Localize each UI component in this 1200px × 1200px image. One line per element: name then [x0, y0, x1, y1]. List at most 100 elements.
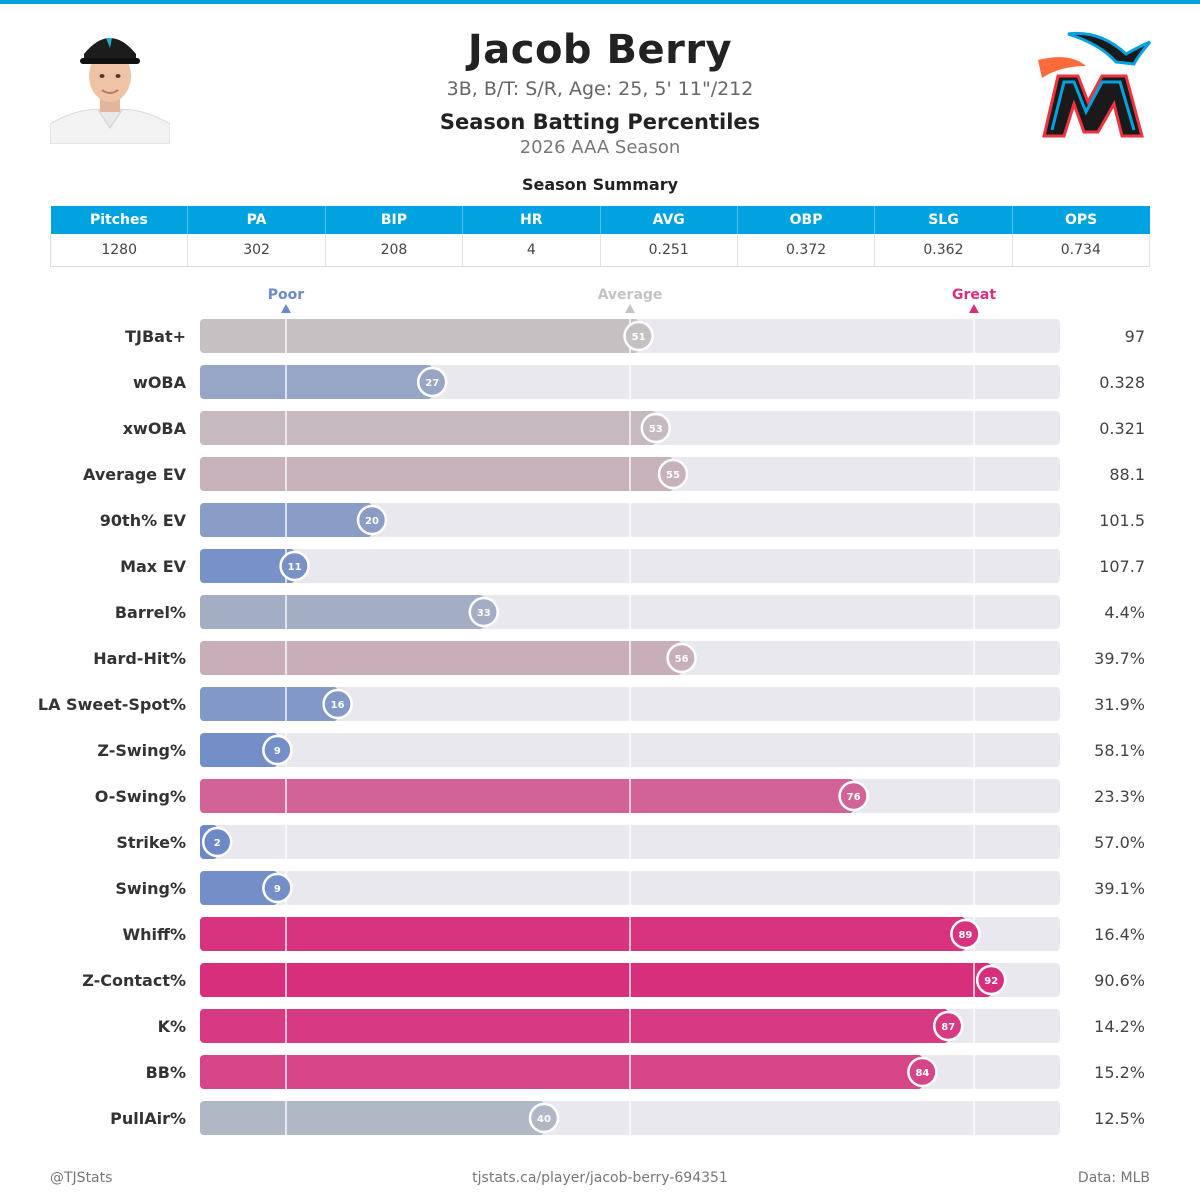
- percentile-bubble-90th-ev: [356, 504, 388, 536]
- report-subtitle: 2026 AAA Season: [519, 137, 681, 158]
- percentile-bubble-la-sweet-spot: [322, 688, 353, 720]
- percentile-text-barrel: 33: [477, 608, 491, 619]
- percentile-bubble-pullair: [528, 1102, 560, 1134]
- player-bio: 3B, B/T: S/R, Age: 25, 5' 11"/212: [446, 78, 754, 100]
- percentile-bubble-tjbat: [623, 320, 654, 352]
- metric-value-strike: 57.0%: [1094, 833, 1145, 852]
- percentile-chart: Poor Average Great 51 TJBat+ 97 27 wOBA 0.328 53 x…: [38, 287, 1145, 1135]
- summary-value-row: 1280 302 208 4 0.251 0.372 0.362 0.734: [49, 234, 1151, 267]
- metric-label-swing: Swing%: [115, 879, 186, 898]
- percentile-bubble-whiff: [950, 918, 981, 950]
- team-logo: [1030, 26, 1152, 142]
- percentile-text-strike: 2: [214, 838, 221, 849]
- metric-value-average-ev: 88.1: [1109, 465, 1145, 484]
- marker-label-great: Great: [952, 287, 996, 303]
- summary-header-cell: Pitches: [50, 206, 189, 234]
- percentile-bubble-hard-hit: [666, 642, 697, 674]
- summary-value-cell: 208: [325, 234, 464, 267]
- metric-label-la-sweet-spot: LA Sweet-Spot%: [38, 695, 186, 714]
- summary-header-cell: OBP: [737, 206, 876, 234]
- percentile-bubble-o-swing: [838, 780, 869, 812]
- metric-label-xwoba: xwOBA: [123, 419, 187, 438]
- metric-label-k: K%: [158, 1017, 186, 1036]
- bar-fill-pullair: [200, 1101, 544, 1135]
- metric-value-xwoba: 0.321: [1099, 419, 1145, 438]
- percentile-bubble-xwoba: [640, 412, 672, 444]
- metric-value-swing: 39.1%: [1094, 879, 1145, 898]
- metric-label-barrel: Barrel%: [115, 603, 186, 622]
- marker-triangle-average: [625, 304, 635, 313]
- marker-label-poor: Poor: [268, 287, 304, 303]
- summary-header-cell: PA: [187, 206, 326, 234]
- metric-value-woba: 0.328: [1099, 373, 1145, 392]
- bar-fill-whiff: [200, 917, 966, 951]
- metric-label-strike: Strike%: [116, 833, 186, 852]
- metric-label-woba: wOBA: [133, 373, 187, 392]
- footer: @TJStats tjstats.ca/player/jacob-berry-6…: [50, 1170, 1150, 1190]
- metric-value-z-contact: 90.6%: [1094, 971, 1145, 990]
- metric-value-bb: 15.2%: [1094, 1063, 1145, 1082]
- percentile-text-bb: 84: [915, 1068, 929, 1079]
- summary-value-cell: 4: [462, 234, 601, 267]
- percentile-text-z-contact: 92: [984, 976, 998, 987]
- bar-fill-swing: [200, 871, 278, 905]
- metric-label-pullair: PullAir%: [110, 1109, 186, 1128]
- bar-fill-hard-hit: [200, 641, 682, 675]
- percentile-text-o-swing: 76: [847, 792, 861, 803]
- player-name: Jacob Berry: [467, 27, 733, 73]
- bar-fill-k: [200, 1009, 949, 1043]
- footer-url: tjstats.ca/player/jacob-berry-694351: [472, 1170, 728, 1186]
- metric-label-max-ev: Max EV: [120, 557, 187, 576]
- player-headshot: [49, 24, 171, 145]
- bar-fill-z-swing: [200, 733, 278, 767]
- summary-value-cell: 0.362: [874, 234, 1013, 267]
- percentile-text-la-sweet-spot: 16: [331, 700, 345, 711]
- percentile-text-90th-ev: 20: [365, 516, 379, 527]
- percentile-bubble-k: [932, 1010, 964, 1042]
- percentile-text-average-ev: 55: [666, 470, 680, 481]
- percentile-text-xwoba: 53: [649, 424, 663, 435]
- bar-fill-xwoba: [200, 411, 656, 445]
- summary-value-cell: 0.372: [737, 234, 876, 267]
- metric-value-90th-ev: 101.5: [1099, 511, 1145, 530]
- bar-fill-max-ev: [200, 549, 295, 583]
- footer-source: Data: MLB: [1077, 1170, 1150, 1186]
- metric-label-whiff: Whiff%: [122, 925, 186, 944]
- percentile-bubble-bb: [907, 1056, 938, 1088]
- metric-value-max-ev: 107.7: [1099, 557, 1145, 576]
- percentile-bubble-max-ev: [279, 550, 310, 582]
- report-title: Season Batting Percentiles: [439, 110, 761, 134]
- bar-fill-barrel: [200, 595, 484, 629]
- summary-header-cell: SLG: [874, 206, 1013, 234]
- summary-header-row: Pitches PA BIP HR AVG OBP SLG OPS: [50, 206, 1150, 234]
- percentile-bubble-strike: [201, 826, 233, 858]
- summary-header-cell: AVG: [600, 206, 738, 234]
- summary-value-cell: 302: [187, 234, 326, 267]
- metric-value-pullair: 12.5%: [1094, 1109, 1145, 1128]
- percentile-text-max-ev: 11: [288, 562, 302, 573]
- summary-header-cell: BIP: [325, 206, 464, 234]
- metric-value-whiff: 16.4%: [1094, 925, 1145, 944]
- percentile-bubble-swing: [262, 872, 293, 904]
- metric-label-z-contact: Z-Contact%: [82, 971, 186, 990]
- metric-value-hard-hit: 39.7%: [1094, 649, 1145, 668]
- summary-header-cell: OPS: [1012, 206, 1150, 234]
- summary-value-cell: 0.734: [1012, 234, 1151, 267]
- marker-label-average: Average: [598, 287, 663, 303]
- percentile-text-tjbat: 51: [632, 332, 646, 343]
- bar-fill-z-contact: [200, 963, 992, 997]
- percentile-text-woba: 27: [425, 378, 439, 389]
- percentile-text-k: 87: [941, 1022, 955, 1033]
- metric-label-z-swing: Z-Swing%: [97, 741, 186, 760]
- bar-fill-average-ev: [200, 457, 673, 491]
- metric-label-bb: BB%: [146, 1063, 186, 1082]
- summary-value-cell: 1280: [49, 234, 189, 267]
- metric-label-o-swing: O-Swing%: [95, 787, 186, 806]
- percentile-text-hard-hit: 56: [675, 654, 689, 665]
- percentile-bubble-barrel: [468, 596, 500, 628]
- metric-value-barrel: 4.4%: [1104, 603, 1145, 622]
- top-accent-rule: [0, 0, 1200, 4]
- bar-fill-la-sweet-spot: [200, 687, 338, 721]
- metric-label-90th-ev: 90th% EV: [100, 511, 187, 530]
- metric-label-tjbat: TJBat+: [125, 327, 186, 346]
